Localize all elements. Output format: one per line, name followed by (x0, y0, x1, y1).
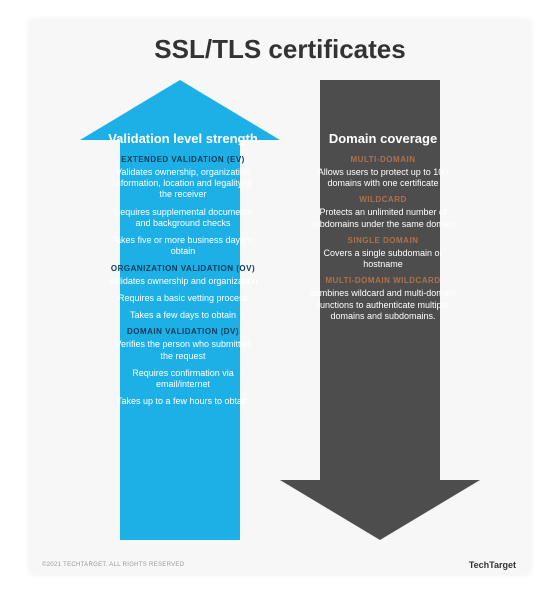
item-text: Takes five or more business days to obta… (108, 235, 258, 258)
item-text: Takes a few days to obtain (108, 310, 258, 321)
page-title: SSL/TLS certificates (30, 34, 530, 65)
item-text: Requires supplemental documents and back… (108, 207, 258, 230)
right-column: Domain coverage MULTI-DOMAIN Allows user… (288, 132, 478, 328)
item-text: Validates ownership, organization inform… (108, 167, 258, 201)
item-text: combines wildcard and multi-domain funct… (308, 288, 458, 322)
item-text: Takes up to a few hours to obtain (108, 396, 258, 407)
copyright-text: ©2021 TECHTARGET. ALL RIGHTS RESERVED (42, 562, 184, 568)
item-text: Requires confirmation via email/internet (108, 368, 258, 391)
item-text: Validates ownership and organization (108, 276, 258, 287)
infographic-card: SSL/TLS certificates Validation level st… (30, 20, 530, 574)
left-column: Validation level strength EXTENDED VALID… (88, 132, 278, 414)
item-text: Allows users to protect up to 100 domain… (308, 167, 458, 190)
brand-logo: TechTarget (469, 560, 516, 570)
item-text: Requires a basic vetting process (108, 293, 258, 304)
category-label: EXTENDED VALIDATION (EV) (88, 155, 278, 164)
category-label: DOMAIN VALIDATION (DV) (88, 327, 278, 336)
arrows-container: Validation level strength EXTENDED VALID… (80, 80, 480, 540)
category-label: SINGLE DOMAIN (288, 236, 478, 245)
category-label: MULTI-DOMAIN WILDCARD (288, 276, 478, 285)
item-text: Protects an unlimited number of subdomai… (308, 207, 458, 230)
left-header: Validation level strength (88, 132, 278, 147)
category-label: WILDCARD (288, 195, 478, 204)
right-header: Domain coverage (288, 132, 478, 147)
category-label: MULTI-DOMAIN (288, 155, 478, 164)
category-label: ORGANIZATION VALIDATION (OV) (88, 264, 278, 273)
item-text: Covers a single subdomain or hostname (308, 248, 458, 271)
item-text: Verifies the person who submitted the re… (108, 339, 258, 362)
